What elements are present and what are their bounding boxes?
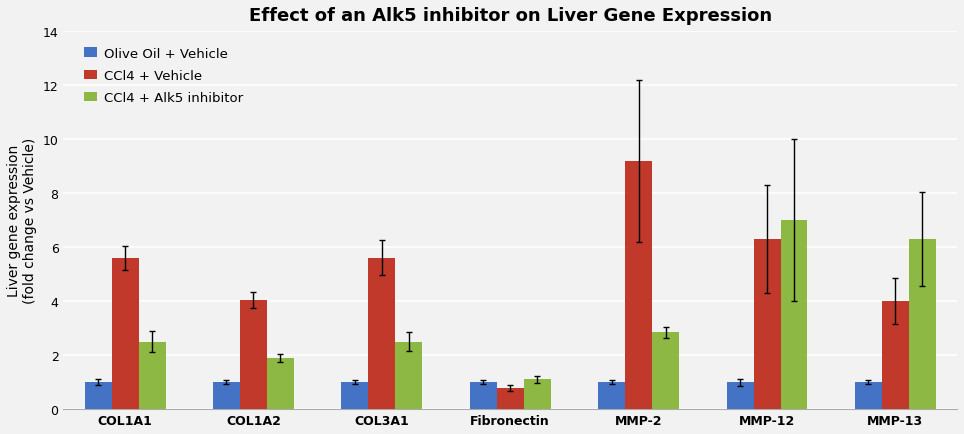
Bar xyxy=(599,382,626,409)
Bar xyxy=(882,302,909,409)
Bar xyxy=(626,161,652,409)
Bar xyxy=(855,382,882,409)
Bar xyxy=(213,382,240,409)
Bar xyxy=(781,220,808,409)
Bar xyxy=(240,300,267,409)
Bar xyxy=(754,240,781,409)
Bar xyxy=(139,342,166,409)
Bar xyxy=(341,382,368,409)
Title: Effect of an Alk5 inhibitor on Liver Gene Expression: Effect of an Alk5 inhibitor on Liver Gen… xyxy=(249,7,772,25)
Bar xyxy=(469,382,496,409)
Bar xyxy=(368,258,395,409)
Bar xyxy=(652,332,679,409)
Bar xyxy=(85,382,112,409)
Bar xyxy=(395,342,422,409)
Bar xyxy=(909,240,936,409)
Y-axis label: Liver gene expression
(fold change vs Vehicle): Liver gene expression (fold change vs Ve… xyxy=(7,138,38,303)
Bar xyxy=(112,258,139,409)
Legend: Olive Oil + Vehicle, CCl4 + Vehicle, CCl4 + Alk5 inhibitor: Olive Oil + Vehicle, CCl4 + Vehicle, CCl… xyxy=(79,43,249,110)
Bar xyxy=(267,358,294,409)
Bar xyxy=(523,380,550,409)
Bar xyxy=(727,382,754,409)
Bar xyxy=(496,388,523,409)
